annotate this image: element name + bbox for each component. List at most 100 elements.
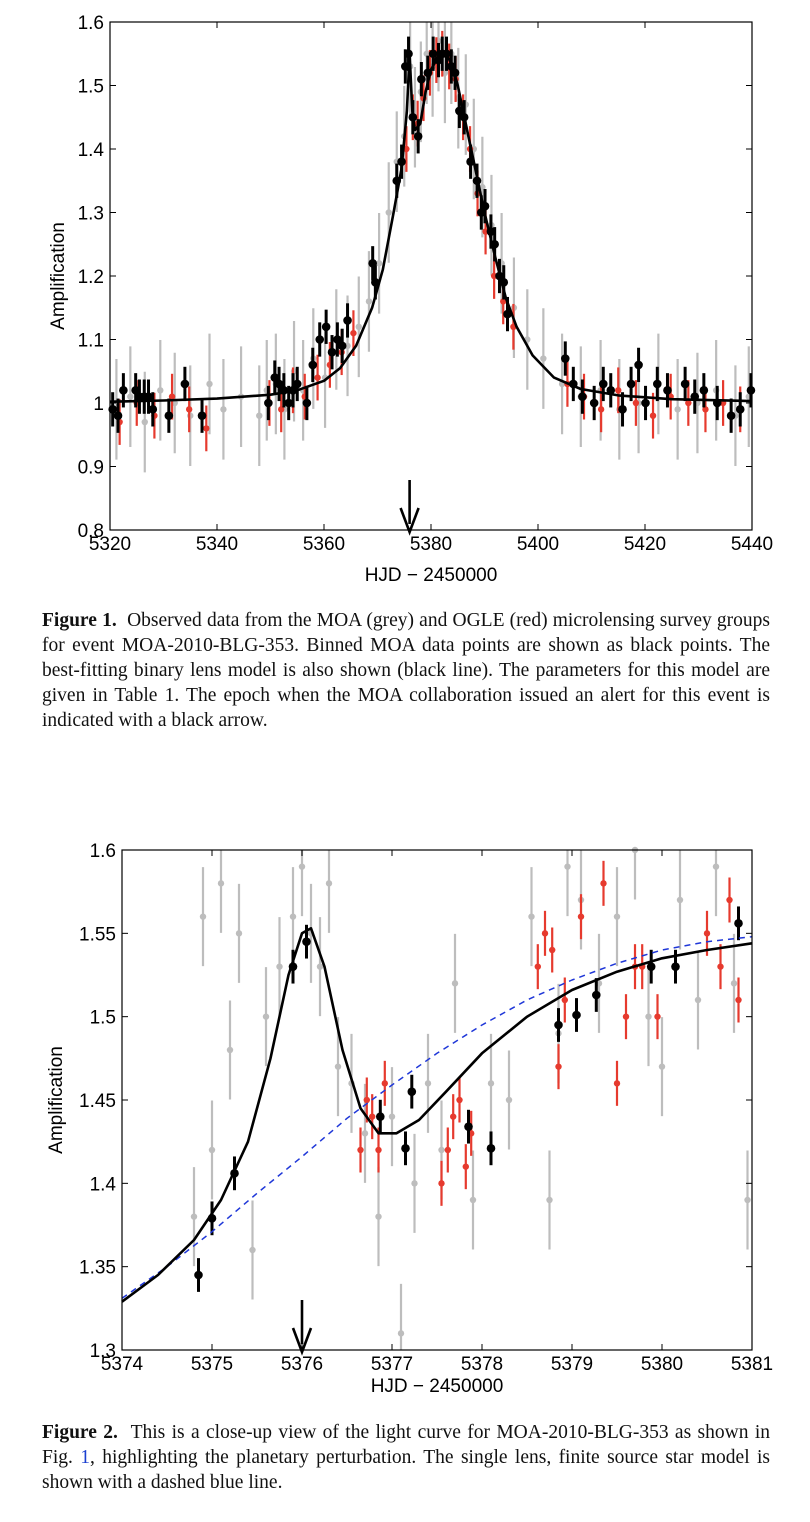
fig2-ytick-label: 1.5 [90, 1008, 116, 1029]
fig1-moa-point [375, 260, 383, 267]
fig1-xtick-label: 5400 [517, 534, 559, 555]
fig1-moa-point [206, 380, 213, 388]
fig2-binned-moa-point [376, 1112, 385, 1121]
figure-2-caption-ref[interactable]: 1 [80, 1447, 91, 1468]
fig2-xtick-label: 5381 [731, 1354, 773, 1375]
fig2-ogle-point [444, 1146, 451, 1154]
fig1-xtick-label: 5380 [410, 534, 452, 555]
fig2-moa-point [262, 1013, 270, 1020]
figure-2-chart: 5374 5375 5376 5377 5378 5379 5380 5381 1.3 1.35 1… [46, 841, 773, 1397]
fig1-binned-moa-point [626, 379, 636, 389]
fig2-moa-point [388, 1113, 396, 1120]
fig1-binned-moa-point [292, 379, 302, 389]
fig1-xtick-label: 5360 [303, 534, 345, 555]
fig1-moa-point [385, 209, 392, 216]
fig1-binned-moa-point [302, 398, 312, 408]
fig2-moa-point [411, 1180, 418, 1187]
fig1-binned-moa-point [343, 316, 352, 325]
fig1-ogle-point [597, 406, 605, 413]
fig1-binned-moa-point [197, 411, 207, 421]
fig1-ogle-point [185, 406, 193, 413]
fig1-binned-moa-point [735, 405, 745, 414]
fig2-ogle-point [357, 1146, 364, 1154]
fig2-moa-point [744, 1196, 751, 1204]
fig1-ogle-point [632, 399, 640, 407]
fig2-binned-moa-point [572, 1010, 581, 1020]
fig2-moa-point [276, 963, 283, 970]
fig2-binned-moa-point [646, 962, 656, 971]
fig2-ogle-point [450, 1113, 457, 1120]
fig2-moa-point [289, 913, 297, 920]
fig2-ogle-point [541, 930, 549, 937]
fig1-binned-moa-point [589, 398, 599, 408]
fig2-binned-moa-point [401, 1144, 410, 1153]
fig2-moa-point [199, 913, 207, 920]
fig2-moa-point [712, 863, 720, 870]
fig2-moa-point [361, 1130, 369, 1137]
fig1-ogle-point [314, 374, 321, 381]
fig2-ogle-point [622, 1013, 630, 1020]
fig2-ogle-point [549, 946, 556, 954]
fig2-xtick-label: 5379 [551, 1354, 593, 1375]
fig2-binned-moa-point [734, 919, 743, 928]
fig1-alert-arrow-head [399, 507, 420, 536]
fig2-ytick-label: 1.55 [79, 924, 116, 945]
fig2-xtick-label: 5378 [461, 1354, 503, 1375]
fig1-ogle-point [685, 399, 692, 407]
fig2-binned-moa-point [554, 1020, 563, 1030]
fig2-moa-point [469, 1196, 477, 1204]
fig1-binned-moa-point [327, 347, 337, 357]
fig2-ytick-label: 1.4 [90, 1174, 117, 1195]
fig1-moa-point [674, 406, 681, 413]
fig1-ytick-label: 1.5 [78, 77, 104, 98]
fig2-xtick-label: 5380 [641, 1354, 683, 1375]
fig1-binned-moa-point [337, 341, 347, 351]
fig2-ogle-point [369, 1113, 376, 1120]
fig2-binned-moa-point [407, 1087, 417, 1096]
fig2-xtick-label: 5376 [281, 1354, 323, 1375]
figure-1-ylabel: Amplification [48, 222, 69, 330]
fig1-binned-moa-point [180, 379, 190, 389]
fig2-alert-arrow-head [291, 1327, 313, 1356]
fig1-binned-moa-point [641, 398, 650, 408]
fig1-binned-moa-point [578, 392, 587, 401]
fig1-binned-moa-point [428, 49, 438, 59]
figure-1-axes-box [109, 21, 753, 531]
fig1-ogle-point [500, 298, 507, 305]
fig2-ogle-point [717, 963, 724, 970]
fig2-moa-point [424, 1080, 432, 1087]
fig2-moa-point [397, 1330, 405, 1337]
fig1-binned-moa-point [726, 411, 736, 421]
fig1-binned-moa-point [663, 386, 672, 395]
fig1-binary-lens-model-line [109, 51, 753, 403]
fig2-moa-point [316, 963, 324, 970]
figure-2-xlabel: HJD − 2450000 [371, 1376, 504, 1397]
fig2-ogle-point [561, 996, 568, 1004]
fig1-binned-moa-point [148, 405, 158, 414]
fig2-ogle-point [462, 1163, 469, 1170]
fig1-ytick-label: 1.1 [78, 331, 104, 352]
figure-1-caption-label: Figure 1. [42, 610, 117, 631]
figure-2-caption-text-1: This is a close-up view of the light cur… [42, 1422, 770, 1468]
fig1-binned-moa-point [264, 398, 273, 408]
fig2-ogle-point [577, 913, 585, 920]
fig2-ogle-point [726, 896, 733, 904]
fig2-binned-moa-point [464, 1122, 473, 1131]
fig1-binned-moa-point [315, 335, 325, 344]
fig2-single-lens-model-line [121, 935, 753, 1299]
fig1-ytick-label: 1.6 [78, 13, 104, 34]
fig1-binned-moa-point [503, 309, 512, 319]
fig1-ogle-point [702, 406, 709, 413]
fig1-ytick-label: 1.3 [78, 204, 104, 225]
fig1-binned-moa-point [680, 379, 690, 389]
fig2-ytick-label: 1.3 [90, 1341, 116, 1362]
fig2-ogle-point [438, 1180, 445, 1187]
fig2-ogle-point [703, 930, 711, 937]
fig1-ytick-label: 1.2 [78, 267, 104, 288]
figure-2-ticks: 5374 5375 5376 5377 5378 5379 5380 5381 1.3 1.35 1… [79, 841, 773, 1375]
figure-2-ylabel: Amplification [46, 1046, 67, 1154]
fig2-ogle-point [375, 1146, 382, 1154]
fig1-moa-point [540, 355, 547, 362]
fig1-ogle-point [168, 393, 176, 400]
fig1-binned-moa-point [270, 373, 280, 382]
